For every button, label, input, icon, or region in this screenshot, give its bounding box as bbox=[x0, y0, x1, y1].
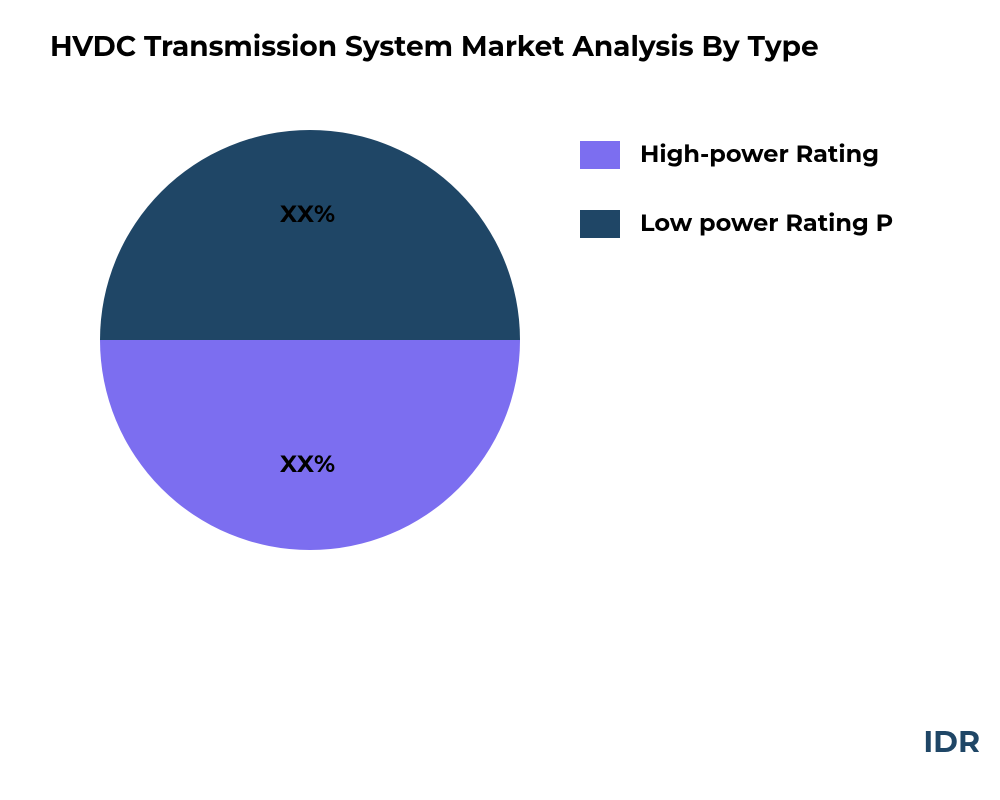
legend-label-high-power: High-power Rating bbox=[640, 140, 879, 169]
legend-swatch-low-power bbox=[580, 210, 620, 238]
slice-label-top: XX% bbox=[280, 200, 335, 229]
pie-slice-bottom bbox=[100, 340, 520, 550]
legend-item: Low power Rating P bbox=[580, 209, 893, 238]
chart-title: HVDC Transmission System Market Analysis… bbox=[50, 30, 819, 64]
legend-swatch-high-power bbox=[580, 141, 620, 169]
legend-label-low-power: Low power Rating P bbox=[640, 209, 893, 238]
legend-item: High-power Rating bbox=[580, 140, 893, 169]
pie-svg bbox=[100, 130, 520, 550]
legend: High-power Rating Low power Rating P bbox=[580, 140, 893, 278]
pie-slice-top bbox=[100, 130, 520, 340]
pie-chart: XX% XX% bbox=[100, 130, 520, 550]
slice-label-bottom: XX% bbox=[280, 450, 335, 479]
watermark: IDR bbox=[923, 723, 980, 760]
